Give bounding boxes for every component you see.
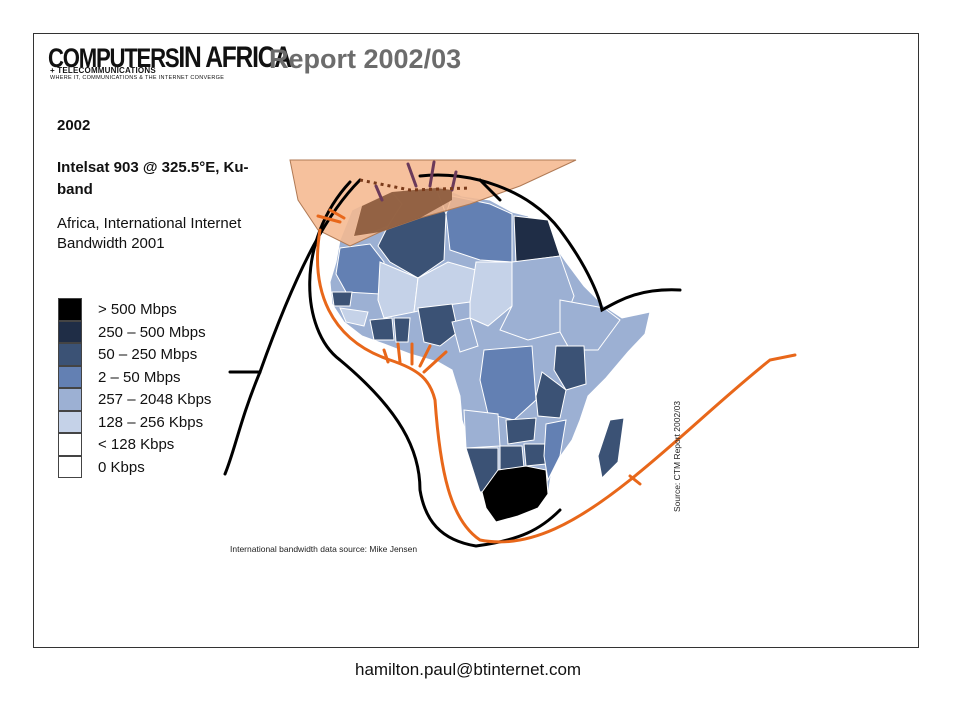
country-kenya (553, 345, 587, 391)
country-madagascar (597, 417, 625, 480)
country-cote-divoire (369, 317, 395, 341)
country-guinea (339, 307, 369, 327)
orange-cables (316, 208, 797, 544)
orange-cable-stub (628, 474, 642, 486)
dotted-cable (359, 178, 471, 192)
computers-in-africa-logo: COMPUTERSIN AFRICA + TELECOMMUNICATIONS … (48, 43, 292, 84)
orange-cable-spur-2 (396, 342, 402, 364)
legend-swatch (58, 433, 82, 456)
med-spur-2 (428, 160, 436, 188)
satellite-label: Intelsat 903 @ 325.5°E, Ku-band (57, 159, 249, 198)
black-cable-west-loop (228, 178, 362, 374)
mediterranean-spurs (374, 160, 458, 202)
country-nigeria (417, 303, 459, 347)
footer-email[interactable]: hamilton.paul@btinternet.com (355, 660, 582, 679)
legend-swatch (58, 298, 82, 321)
legend-label: 2 – 50 Mbps (98, 368, 181, 386)
country-sudan (499, 255, 575, 341)
med-spur-1 (406, 162, 418, 188)
report-title: Report 2002/03 (269, 44, 462, 74)
country-tanzania (535, 371, 567, 419)
country-mozambique (543, 419, 567, 482)
country-zimbabwe (523, 443, 547, 467)
country-senegal (331, 291, 353, 307)
orange-cable-north-2 (316, 214, 342, 224)
bandwidth-source-credit: International bandwidth data source: Mik… (230, 544, 418, 554)
logo-wordmark: COMPUTERSIN AFRICA (48, 41, 292, 74)
orange-cable-spur-1 (382, 348, 390, 364)
map-subtitle: Africa, International Internet Bandwidth… (57, 215, 242, 252)
logo-tagline: WHERE IT, COMMUNICATIONS & THE INTERNET … (50, 75, 225, 81)
legend-swatch (58, 320, 82, 343)
legend-label: > 500 Mbps (98, 301, 177, 318)
legend-swatch (58, 388, 82, 411)
legend-swatch (58, 343, 82, 366)
med-spur-3 (450, 170, 458, 192)
legend-swatch (58, 365, 82, 388)
legend-swatch (58, 455, 82, 478)
orange-cable-north-1 (328, 208, 346, 220)
footprint-overlap (354, 188, 452, 236)
country-zambia (505, 417, 537, 445)
country-angola (463, 409, 501, 449)
legend-label: < 128 Kbps (98, 436, 175, 453)
legend-label: 50 – 250 Mbps (98, 346, 198, 363)
year-label: 2002 (57, 117, 91, 134)
country-cameroon (451, 317, 479, 353)
country-south-africa (481, 465, 549, 523)
med-spur-4 (374, 184, 384, 202)
country-mali (377, 261, 419, 319)
black-cable-med (478, 178, 502, 202)
orange-cable-west-coast (316, 228, 797, 544)
legend-label: 250 – 500 Mbps (98, 323, 206, 341)
country-ghana (393, 317, 411, 343)
map-source-credit: Source: CTM Report 2002/03 (672, 400, 682, 512)
black-cable-southwest (223, 370, 262, 476)
orange-cable-spur-4 (418, 344, 432, 368)
legend-label: 128 – 256 Kbps (98, 413, 204, 431)
black-cable-east (418, 173, 682, 313)
legend-label: 257 – 2048 Kbps (98, 391, 212, 408)
logo-tagline-telecom: + TELECOMMUNICATIONS (50, 66, 156, 75)
country-libya (445, 195, 513, 263)
black-cables (223, 173, 682, 548)
legend-swatch (58, 410, 82, 433)
orange-cable-spur-5 (422, 350, 448, 374)
legend-label: 0 Kbps (98, 458, 145, 476)
